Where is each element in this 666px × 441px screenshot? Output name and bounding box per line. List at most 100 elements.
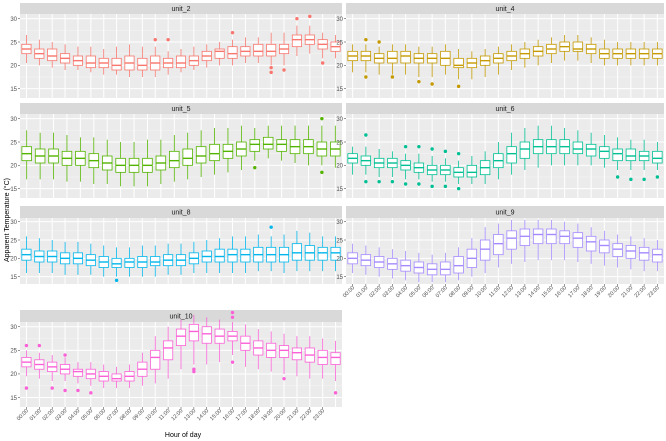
outlier-point — [333, 391, 338, 395]
x-tick-label: 07:00 — [435, 285, 449, 299]
y-tick-label: 20 — [336, 257, 343, 263]
outlier-point — [230, 360, 235, 364]
box-11 — [169, 135, 180, 182]
box-iqr — [175, 328, 187, 347]
box-16 — [559, 221, 570, 261]
box-iqr — [585, 143, 597, 157]
box-8 — [128, 142, 140, 187]
x-tick-label: 20:00 — [273, 408, 287, 422]
box-19 — [599, 230, 610, 266]
box-0 — [21, 236, 32, 273]
box-4 — [72, 362, 83, 393]
box-3 — [387, 249, 398, 279]
box-22 — [638, 139, 650, 182]
y-tick-label: 30 — [10, 220, 17, 226]
box-0 — [21, 35, 32, 63]
box-21 — [303, 125, 314, 166]
box-16 — [559, 128, 570, 166]
box-iqr — [400, 50, 411, 64]
facet-strip — [20, 103, 342, 114]
box-8 — [124, 247, 135, 277]
outlier-point — [629, 177, 633, 182]
outlier-point — [166, 37, 170, 42]
outlier-point — [153, 37, 157, 42]
outlier-point — [390, 179, 395, 184]
box-1 — [34, 39, 45, 66]
box-11 — [163, 37, 174, 75]
x-tick-label: 05:00 — [80, 408, 94, 422]
box-5 — [413, 46, 425, 84]
box-iqr — [266, 43, 277, 57]
panels-layer: unit_2 15 20 25 30 unit_4 15 20 25 30 unit_5 15 20 25… — [10, 3, 664, 422]
x-tick-label: 10:00 — [145, 408, 159, 422]
box-iqr — [440, 261, 451, 276]
box-18 — [262, 125, 274, 159]
box-18 — [585, 227, 597, 264]
box-6 — [101, 139, 113, 184]
box-17 — [572, 130, 584, 166]
x-tick-label: 18:00 — [581, 285, 595, 299]
box-17 — [240, 236, 251, 273]
box-1 — [34, 238, 45, 273]
box-9 — [142, 139, 153, 187]
box-21 — [291, 230, 302, 272]
x-tick-label: 05:00 — [408, 285, 422, 299]
outlier-point — [430, 147, 434, 151]
box-iqr — [506, 146, 517, 164]
box-15 — [546, 219, 557, 261]
box-21 — [291, 16, 302, 56]
y-tick-label: 20 — [10, 164, 17, 170]
outlier-point — [615, 175, 620, 179]
y-tick-label: 25 — [10, 140, 17, 146]
outlier-point — [76, 388, 80, 393]
facet-strip — [346, 3, 664, 14]
box-7 — [111, 46, 122, 75]
box-15 — [214, 42, 225, 66]
box-6 — [426, 46, 438, 86]
x-tick-label: 12:00 — [170, 408, 184, 422]
box-22 — [304, 14, 315, 54]
box-2 — [47, 42, 58, 68]
box-9 — [466, 238, 478, 277]
box-14 — [532, 219, 544, 261]
box-24 — [330, 236, 341, 272]
box-iqr — [612, 243, 623, 257]
box-iqr — [317, 246, 328, 261]
x-tick-label: 21:00 — [286, 408, 300, 422]
box-iqr — [638, 246, 650, 261]
box-19 — [276, 125, 287, 161]
panel-unit_4: unit_4 15 20 25 30 — [336, 3, 664, 98]
box-22 — [304, 336, 315, 379]
box-9 — [466, 156, 478, 184]
x-tick-label: 11:00 — [158, 408, 172, 422]
box-iqr — [240, 248, 251, 263]
x-tick-label: 01:00 — [29, 408, 43, 422]
x-tick-label: 06:00 — [93, 408, 107, 422]
outlier-point — [377, 40, 381, 44]
box-22 — [638, 42, 650, 66]
box-6 — [98, 49, 109, 75]
y-tick-label: 25 — [336, 140, 343, 146]
box-iqr — [175, 55, 187, 69]
y-tick-label: 20 — [10, 372, 17, 378]
x-tick-label: 04:00 — [67, 408, 81, 422]
box-1 — [360, 133, 372, 184]
box-13 — [188, 46, 199, 70]
box-23 — [317, 236, 328, 272]
box-iqr — [188, 323, 199, 342]
box-14 — [532, 125, 544, 168]
box-iqr — [276, 139, 287, 152]
outlier-point — [230, 310, 235, 315]
box-4 — [75, 137, 86, 182]
box-1 — [360, 37, 372, 79]
box-14 — [201, 240, 212, 273]
box-13 — [519, 42, 531, 68]
outlier-point — [308, 14, 312, 19]
x-tick-label: 22:00 — [634, 285, 648, 299]
facet-strip — [20, 310, 342, 322]
x-tick-label: 00:00 — [342, 285, 356, 299]
box-15 — [546, 37, 557, 63]
outlier-point — [269, 225, 273, 229]
box-3 — [60, 241, 71, 275]
